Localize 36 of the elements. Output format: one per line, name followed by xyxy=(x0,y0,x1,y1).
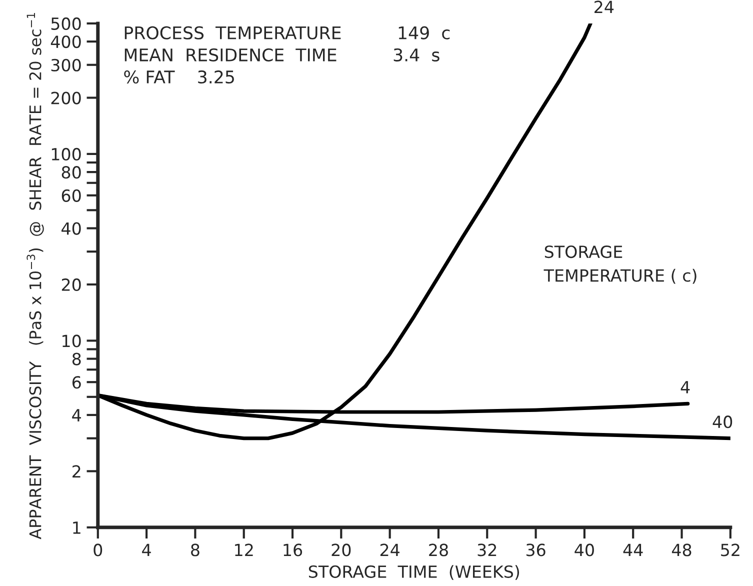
y-tick-label: 4 xyxy=(72,409,81,422)
y-tick-label: 6 xyxy=(72,376,81,389)
x-tick-label: 4 xyxy=(142,544,151,556)
x-tick-label: 48 xyxy=(672,544,692,556)
x-tick-label: 20 xyxy=(332,544,351,556)
x-tick-label: 32 xyxy=(478,544,496,556)
x-tick-label: 12 xyxy=(235,544,253,556)
x-tick-label: 24 xyxy=(380,544,400,556)
y-tick-label: 1 xyxy=(73,522,80,534)
x-tick-label: 52 xyxy=(721,544,740,556)
series-label: 4 xyxy=(680,381,690,394)
x-axis-title: STORAGE TIME (WEEKS) xyxy=(308,565,520,580)
series-label: 40 xyxy=(712,416,732,428)
y-tick-label: 400 xyxy=(50,36,81,48)
y-tick-label: 100 xyxy=(52,148,81,161)
annotation: PROCESS TEMPERATURE 149 c MEAN RESIDENCE TIME 3.4 s % FAT 3.25 xyxy=(124,26,450,84)
y-tick-label: 2 xyxy=(72,465,80,478)
x-tick-label: 36 xyxy=(526,544,546,556)
y-axis-title: APPARENT VISCOSITY (PaS x 10$^{−3}$) @ SHEAR RATE = 20 sec$^{−1}$ xyxy=(26,13,44,540)
y-tick-label: 10 xyxy=(62,334,81,348)
y-tick-label: 60 xyxy=(62,189,81,202)
y-tick-label: 8 xyxy=(72,352,81,366)
legend-title: STORAGE TEMPERATURE ( c) xyxy=(544,245,696,284)
y-tick-label: 40 xyxy=(62,222,81,235)
x-tick-label: 40 xyxy=(574,544,594,556)
y-tick-label: 300 xyxy=(51,58,81,72)
y-tick-label: 20 xyxy=(62,278,81,292)
y-tick-label: 500 xyxy=(51,17,81,30)
x-tick-label: 44 xyxy=(623,544,643,556)
series-label: 24 xyxy=(594,0,614,14)
y-tick-label: 80 xyxy=(62,166,81,179)
x-tick-label: 28 xyxy=(429,544,448,556)
x-tick-label: 0 xyxy=(94,544,102,556)
y-tick-label: 200 xyxy=(51,92,81,104)
x-tick-label: 16 xyxy=(284,544,302,556)
x-tick-label: 8 xyxy=(191,544,200,556)
